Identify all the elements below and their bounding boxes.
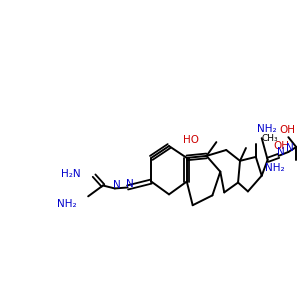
Text: CH₃: CH₃: [262, 134, 278, 143]
Text: N: N: [113, 180, 121, 190]
Text: NH₂: NH₂: [57, 199, 76, 209]
Text: N: N: [277, 147, 284, 157]
Text: OH: OH: [274, 141, 290, 151]
Text: NH₂: NH₂: [265, 163, 284, 173]
Text: N: N: [126, 178, 134, 189]
Text: OH: OH: [280, 125, 296, 135]
Text: HO: HO: [183, 135, 199, 145]
Text: NH₂: NH₂: [257, 124, 277, 134]
Text: N: N: [286, 143, 294, 153]
Text: H₂N: H₂N: [61, 169, 80, 179]
